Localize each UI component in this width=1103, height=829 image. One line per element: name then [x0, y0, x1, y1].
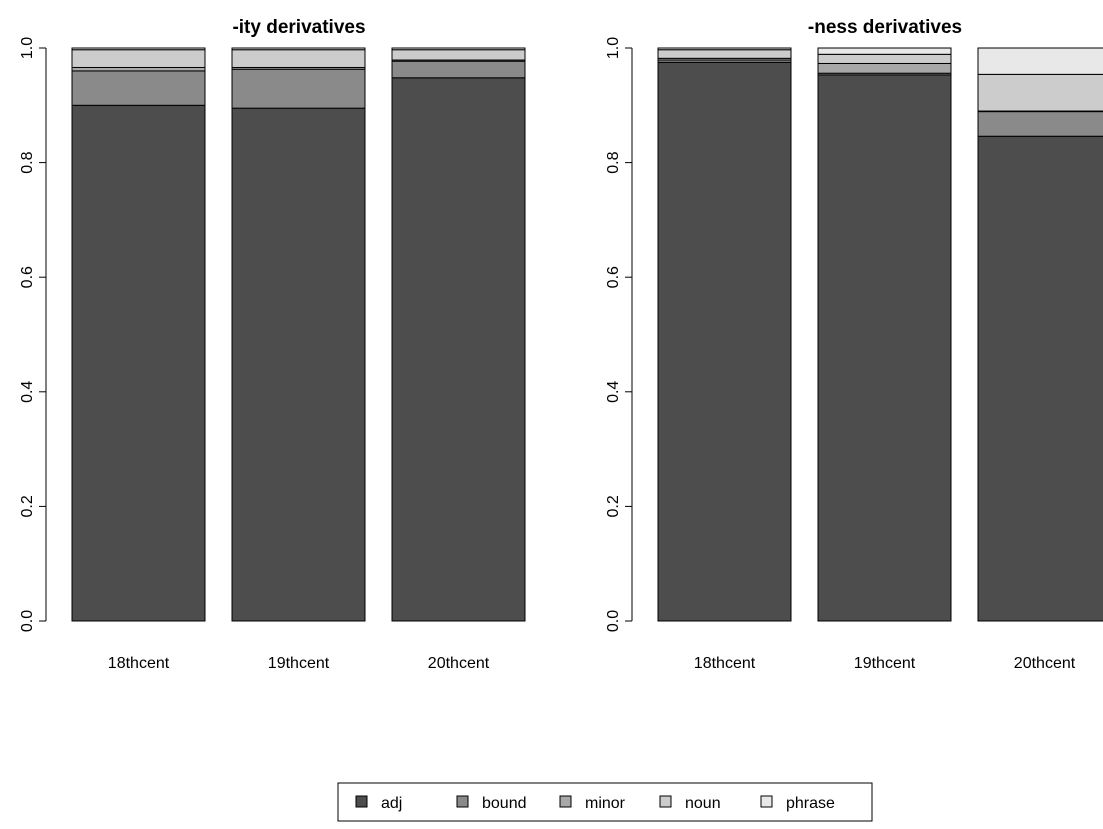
bar-adj-19thcent	[231, 107, 366, 622]
x-tick-label: 20thcent	[428, 655, 490, 672]
bar-bound-20thcent	[391, 60, 526, 79]
x-tick-label: 18thcent	[108, 655, 170, 672]
y-tick-label: 1.0	[605, 37, 622, 59]
x-axis: 18thcent 19thcent 20thcent	[108, 655, 490, 672]
bar-stack-group	[71, 47, 526, 622]
bar-phrase-18thcent	[71, 47, 206, 51]
bar-bound-20thcent	[977, 111, 1103, 137]
bar-phrase-20thcent	[391, 47, 526, 51]
x-tick-label: 18thcent	[694, 655, 756, 672]
legend: adj bound minor noun phrase	[337, 782, 873, 822]
x-tick-label: 20thcent	[1014, 655, 1076, 672]
legend-box	[337, 782, 873, 822]
bar-adj-18thcent	[657, 61, 792, 622]
legend-label-bound: bound	[482, 795, 527, 812]
legend-label-phrase: phrase	[786, 795, 835, 812]
bar-minor-19thcent	[817, 62, 952, 74]
bar-phrase-18thcent	[657, 47, 792, 51]
legend-swatch-bound	[456, 795, 469, 808]
bar-adj-19thcent	[817, 74, 952, 622]
y-axis: 0.0 0.2 0.4 0.6 0.8 1.0	[19, 37, 47, 632]
y-tick-label: 0.0	[605, 610, 622, 632]
y-tick-label: 0.6	[19, 266, 36, 288]
bar-phrase-20thcent	[977, 47, 1103, 75]
legend-label-noun: noun	[685, 795, 721, 812]
y-tick-label: 0.2	[605, 495, 622, 517]
y-tick-label: 0.6	[605, 266, 622, 288]
bar-bound-18thcent	[71, 70, 206, 106]
bar-bound-19thcent	[231, 68, 366, 109]
legend-swatch-phrase	[760, 795, 773, 808]
bar-minor-18thcent	[71, 66, 206, 72]
y-tick-label: 0.8	[605, 151, 622, 173]
bar-adj-20thcent	[977, 135, 1103, 622]
bar-noun-19thcent	[817, 53, 952, 64]
bar-adj-18thcent	[71, 104, 206, 622]
bar-noun-18thcent	[71, 49, 206, 68]
legend-swatch-adj	[355, 795, 368, 808]
y-axis: 0.0 0.2 0.4 0.6 0.8 1.0	[605, 37, 633, 632]
y-tick-label: 0.0	[19, 610, 36, 632]
bar-noun-20thcent	[977, 73, 1103, 112]
y-tick-label: 0.2	[19, 495, 36, 517]
bar-noun-19thcent	[231, 49, 366, 68]
bar-phrase-19thcent	[231, 47, 366, 51]
y-tick-label: 0.8	[19, 151, 36, 173]
bar-phrase-19thcent	[817, 47, 952, 55]
x-tick-label: 19thcent	[854, 655, 916, 672]
bar-stack-group	[657, 47, 1103, 622]
legend-swatch-minor	[559, 795, 572, 808]
bar-noun-20thcent	[391, 49, 526, 61]
x-tick-label: 19thcent	[268, 655, 330, 672]
x-axis: 18thcent 19thcent 20thcent	[694, 655, 1076, 672]
y-tick-label: 0.4	[605, 381, 622, 403]
legend-label-minor: minor	[585, 795, 626, 812]
bar-noun-18thcent	[657, 49, 792, 59]
panel-ness-derivatives: -ness derivatives 0.0 0.2 0.4 0.6 0.8 1.0 18t…	[605, 17, 1103, 672]
chart-title: -ity derivatives	[232, 17, 365, 38]
legend-label-adj: adj	[381, 795, 402, 812]
y-tick-label: 0.4	[19, 381, 36, 403]
chart-title: -ness derivatives	[808, 17, 962, 38]
panel-ity-derivatives: -ity derivatives 0.0 0.2 0.4 0.6 0.8 1.0 18th…	[19, 17, 526, 672]
legend-swatch-noun	[659, 795, 672, 808]
bar-adj-20thcent	[391, 77, 526, 622]
y-tick-label: 1.0	[19, 37, 36, 59]
